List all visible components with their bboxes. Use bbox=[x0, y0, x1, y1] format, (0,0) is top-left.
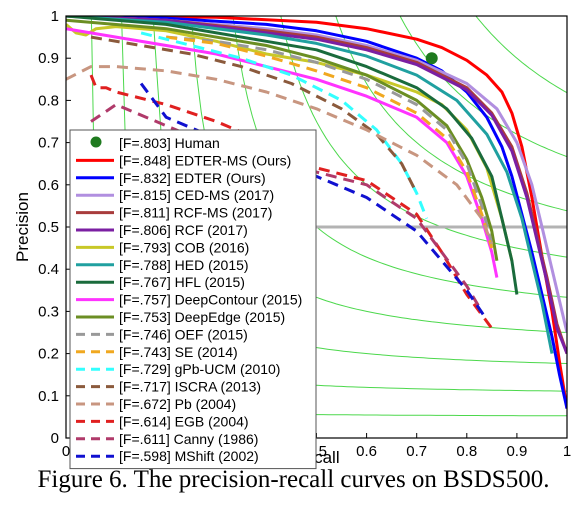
y-tick-label: 0.4 bbox=[38, 261, 59, 278]
y-tick-label: 0.2 bbox=[38, 346, 59, 363]
series-line bbox=[89, 74, 494, 330]
y-tick-label: 0.1 bbox=[38, 388, 59, 405]
y-tick-label: 0.6 bbox=[38, 177, 59, 194]
x-tick-label: 0.7 bbox=[406, 443, 427, 460]
legend-label: [F=.811] RCF-MS (2017) bbox=[119, 205, 272, 221]
y-tick-label: 0.3 bbox=[38, 303, 59, 320]
legend-label: [F=.788] HED (2015) bbox=[119, 257, 249, 273]
legend-label: [F=.729] gPb-UCM (2010) bbox=[119, 361, 280, 377]
legend-label: [F=.746] OEF (2015) bbox=[119, 326, 248, 342]
x-tick-label: 0.8 bbox=[456, 443, 477, 460]
legend-label: [F=.806] RCF (2017) bbox=[119, 222, 248, 238]
iso-f-curve bbox=[232, 16, 567, 298]
legend-label: [F=.815] CED-MS (2017) bbox=[119, 187, 274, 203]
x-tick-label: 0.9 bbox=[506, 443, 527, 460]
x-tick-label: 0.6 bbox=[356, 443, 377, 460]
series-line bbox=[90, 35, 419, 194]
series-line bbox=[66, 18, 499, 262]
x-tick-label: 0 bbox=[62, 443, 70, 460]
human-point bbox=[425, 52, 438, 65]
series-line bbox=[66, 16, 554, 354]
y-tick-label: 0.8 bbox=[38, 92, 59, 109]
legend-label: [F=.614] EGB (2004) bbox=[119, 413, 249, 429]
legend-label: [F=.793] COB (2016) bbox=[119, 239, 249, 255]
y-tick-label: 0 bbox=[51, 430, 59, 447]
y-tick-label: 1 bbox=[51, 8, 59, 25]
legend-label: [F=.598] MShift (2002) bbox=[119, 448, 259, 464]
iso-f-curve bbox=[475, 16, 567, 94]
series-line bbox=[66, 16, 519, 295]
series-line bbox=[166, 35, 494, 249]
series-line bbox=[166, 35, 494, 245]
y-axis-label: Precision bbox=[13, 192, 32, 262]
series-line bbox=[66, 16, 567, 333]
y-tick-label: 0.5 bbox=[38, 219, 59, 236]
legend-label: [F=.803] Human bbox=[119, 135, 220, 151]
legend-label: [F=.743] SE (2014) bbox=[119, 344, 238, 360]
human-marker bbox=[425, 52, 438, 65]
y-tick-label: 0.7 bbox=[38, 135, 59, 152]
figure-caption: Figure 6. The precision-recall curves on… bbox=[37, 466, 550, 493]
y-tick-label: 0.9 bbox=[38, 50, 59, 67]
legend-label: [F=.717] ISCRA (2013) bbox=[119, 379, 261, 395]
legend: [F=.803] Human[F=.848] EDTER-MS (Ours) [F… bbox=[69, 129, 317, 470]
series-line bbox=[66, 16, 567, 355]
legend-label: [F=.757] DeepContour (2015) bbox=[119, 292, 302, 308]
legend-swatch bbox=[90, 136, 102, 148]
x-tick-label: 1 bbox=[563, 443, 571, 460]
series-line bbox=[66, 27, 499, 278]
legend-label: [F=.767] HFL (2015) bbox=[119, 274, 245, 290]
legend-label: [F=.848] EDTER-MS (Ours) bbox=[119, 152, 291, 168]
series-line bbox=[66, 16, 567, 409]
legend-label: [F=.611] Canny (1986) bbox=[119, 431, 258, 447]
legend-label: [F=.672] Pb (2004) bbox=[119, 396, 236, 412]
legend-label: [F=.832] EDTER (Ours) bbox=[119, 170, 266, 186]
legend-label: [F=.753] DeepEdge (2015) bbox=[119, 309, 285, 325]
